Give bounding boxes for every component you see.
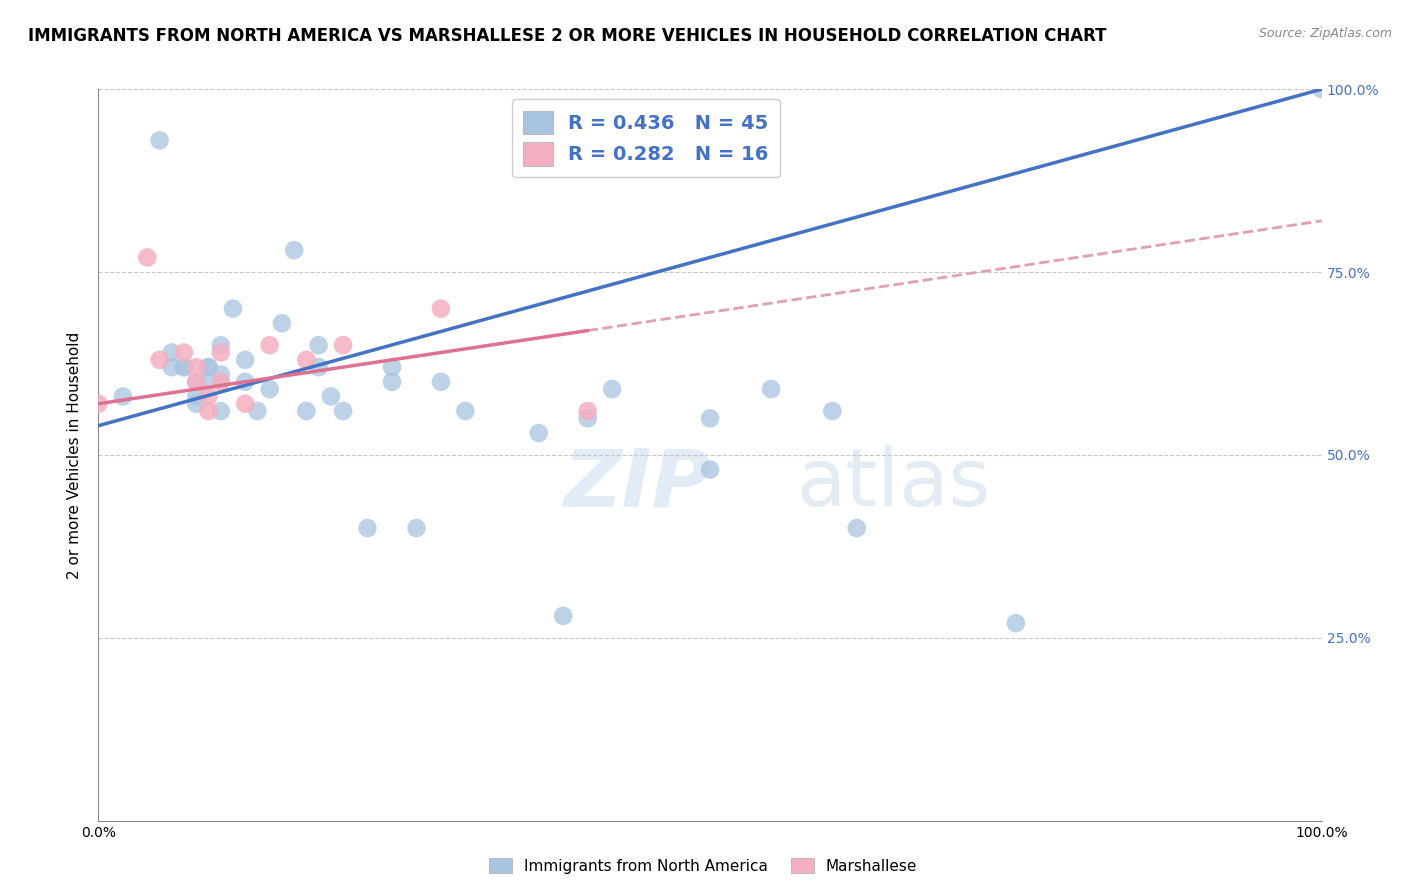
Point [699,462,721,476]
Point [209,368,232,382]
Point [186,360,208,375]
Point [356,521,378,535]
Text: Source: ZipAtlas.com: Source: ZipAtlas.com [1258,27,1392,40]
Point [527,425,550,440]
Text: ZIP: ZIP [564,445,710,524]
Point [233,352,256,367]
Point [270,316,294,330]
Point [576,411,599,425]
Point [197,360,219,375]
Point [761,382,783,396]
Point [197,375,219,389]
Point [197,389,219,403]
Point [186,389,208,403]
Point [381,360,404,375]
Point [209,345,232,359]
Y-axis label: 2 or more Vehicles in Household: 2 or more Vehicles in Household [67,331,83,579]
Point [233,375,256,389]
Point [259,382,281,396]
Point [259,338,281,352]
Point [149,133,172,147]
Point [173,360,195,375]
Point [576,404,599,418]
Point [87,397,110,411]
Point [430,301,453,316]
Point [332,338,354,352]
Point [149,352,172,367]
Point [283,243,305,257]
Point [295,404,318,418]
Point [1310,82,1333,96]
Point [233,397,256,411]
Point [308,338,330,352]
Text: IMMIGRANTS FROM NORTH AMERICA VS MARSHALLESE 2 OR MORE VEHICLES IN HOUSEHOLD COR: IMMIGRANTS FROM NORTH AMERICA VS MARSHAL… [28,27,1107,45]
Point [454,404,477,418]
Point [173,360,195,375]
Point [430,375,453,389]
Point [1004,616,1026,631]
Point [295,352,318,367]
Point [600,382,623,396]
Point [209,375,232,389]
Point [111,389,134,403]
Point [209,375,232,389]
Legend: R = 0.436   N = 45, R = 0.282   N = 16: R = 0.436 N = 45, R = 0.282 N = 16 [512,99,780,178]
Point [845,521,868,535]
Point [246,404,269,418]
Point [308,360,330,375]
Point [699,411,721,425]
Point [381,375,404,389]
Point [405,521,427,535]
Legend: Immigrants from North America, Marshallese: Immigrants from North America, Marshalle… [482,852,924,880]
Point [821,404,844,418]
Point [222,301,245,316]
Point [160,360,183,375]
Point [319,389,342,403]
Point [209,404,232,418]
Point [209,338,232,352]
Point [332,404,354,418]
Text: atlas: atlas [796,445,990,524]
Point [160,345,183,359]
Point [197,360,219,375]
Point [553,608,575,623]
Point [186,397,208,411]
Point [197,404,219,418]
Point [186,375,208,389]
Point [173,345,195,359]
Point [186,375,208,389]
Point [136,251,159,265]
